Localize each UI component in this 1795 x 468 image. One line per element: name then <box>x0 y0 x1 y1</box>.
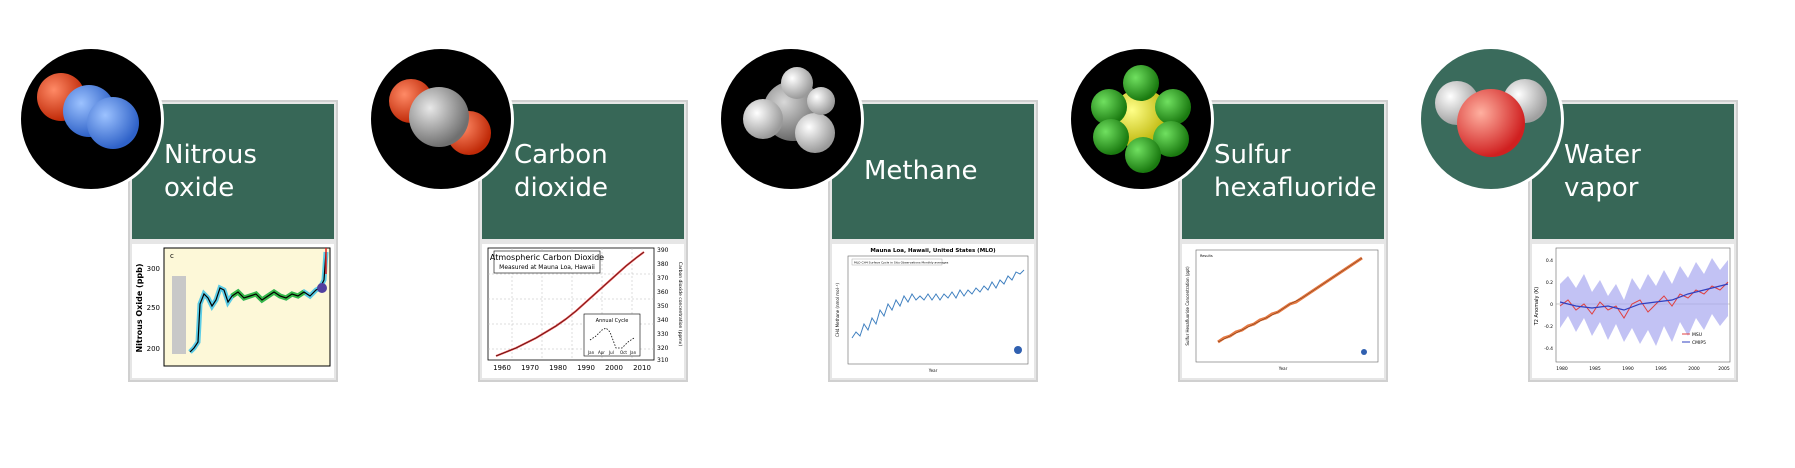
x-axis-label: Year <box>928 368 938 373</box>
x-tick: 1980 <box>1556 366 1568 372</box>
inset-title: Annual Cycle <box>596 318 629 324</box>
water-vapor-molecule-icon <box>1418 46 1564 192</box>
y-tick: 250 <box>147 304 160 312</box>
chart-legend: MLO CH4 Surface Cycle in Situ Observatio… <box>854 261 949 265</box>
card-label: Carbon dioxide <box>482 104 684 239</box>
y-tick: 200 <box>147 345 160 353</box>
card-label: Water vapor <box>1532 104 1734 239</box>
water-vapor-chart: MSU CMIP5 T2 Anomaly (K) 0.4 0.2 0 -0.2 … <box>1532 244 1734 378</box>
card-sulfur-hexafluoride: Sulfur hexafluoride Results Sulfur Hexaf… <box>1068 46 1388 386</box>
y-tick-right: 370 <box>657 275 669 282</box>
water-vapor-panel: Water vapor MSU CMIP5 T2 Anomaly (K) 0.4… <box>1528 100 1738 382</box>
card-label-text: Water vapor <box>1564 139 1641 203</box>
methane-panel: Methane Mauna Loa, Hawaii, United States… <box>828 100 1038 382</box>
card-label-text: Carbon dioxide <box>514 139 608 203</box>
x-tick: 1985 <box>1589 366 1601 372</box>
y-tick-right: 320 <box>657 345 669 352</box>
y-tick-right: 330 <box>657 331 669 338</box>
x-tick: 1960 <box>493 364 511 372</box>
legend-entry: CMIP5 <box>1692 340 1706 346</box>
card-methane: Methane Mauna Loa, Hawaii, United States… <box>718 46 1038 386</box>
y-tick-right: 380 <box>657 261 669 268</box>
methane-chart: Mauna Loa, Hawaii, United States (MLO) M… <box>832 244 1034 378</box>
x-tick: 1970 <box>521 364 539 372</box>
carbon-dioxide-chart: Atmospheric Carbon Dioxide Measured at M… <box>482 244 684 378</box>
card-label: Nitrous oxide <box>132 104 334 239</box>
card-label: Methane <box>832 104 1034 239</box>
y-tick-right: 390 <box>657 247 669 254</box>
card-label: Sulfur hexafluoride <box>1182 104 1384 239</box>
card-carbon-dioxide: Carbon dioxide Atmospheric Carbon Dioxid… <box>368 46 688 386</box>
inset-x-tick: Apr <box>598 350 605 355</box>
chart-subtitle: Measured at Mauna Loa, Hawaii <box>499 264 595 271</box>
inset-x-tick: Oct <box>620 350 627 355</box>
carbon-dioxide-molecule-icon <box>368 46 514 192</box>
y-tick-right: 360 <box>657 289 669 296</box>
card-label-text: Sulfur hexafluoride <box>1214 139 1377 203</box>
chart-title: Atmospheric Carbon Dioxide <box>490 253 604 262</box>
y-axis-label: Sulfur Hexafluoride Concentration (ppt) <box>1185 266 1190 346</box>
card-nitrous-oxide: Nitrous oxide c Nitrous Oxide (ppb) 300 … <box>18 46 338 386</box>
inset-x-tick: Jan <box>629 350 637 355</box>
inset-x-tick: Jul <box>608 350 614 355</box>
y-tick-right: 340 <box>657 317 669 324</box>
sulfur-hexafluoride-chart: Results Sulfur Hexafluoride Concentratio… <box>1182 244 1384 378</box>
y-tick: 300 <box>147 265 160 273</box>
y-tick-right: 350 <box>657 303 669 310</box>
chart-title: Mauna Loa, Hawaii, United States (MLO) <box>870 248 996 254</box>
inset-x-tick: Jan <box>587 350 595 355</box>
nitrous-oxide-panel: Nitrous oxide c Nitrous Oxide (ppb) 300 … <box>128 100 338 382</box>
x-tick: 1990 <box>577 364 595 372</box>
x-tick: 1990 <box>1622 366 1634 372</box>
y-tick-right: 310 <box>657 357 669 364</box>
y-axis-label-right: Carbon dioxide concentration (ppmv) <box>677 262 683 346</box>
y-tick: 0.4 <box>1546 258 1553 264</box>
panel-letter: c <box>170 252 174 260</box>
nitrous-oxide-molecule-icon <box>18 46 164 192</box>
x-tick: 2010 <box>633 364 651 372</box>
x-tick: 1995 <box>1655 366 1667 372</box>
sulfur-hexafluoride-molecule-icon <box>1068 46 1214 192</box>
x-tick: 1980 <box>549 364 567 372</box>
x-tick: 2005 <box>1718 366 1730 372</box>
y-axis-label: T2 Anomaly (K) <box>1534 287 1540 327</box>
chart-legend: Results <box>1200 254 1213 258</box>
sulfur-hexafluoride-panel: Sulfur hexafluoride Results Sulfur Hexaf… <box>1178 100 1388 382</box>
card-label-text: Nitrous oxide <box>164 139 257 203</box>
carbon-dioxide-panel: Carbon dioxide Atmospheric Carbon Dioxid… <box>478 100 688 382</box>
card-water-vapor: Water vapor MSU CMIP5 T2 Anomaly (K) 0.4… <box>1418 46 1738 386</box>
nitrous-oxide-chart: c Nitrous Oxide (ppb) 300 250 200 <box>132 244 334 378</box>
methane-molecule-icon <box>718 46 864 192</box>
x-tick: 2000 <box>1688 366 1700 372</box>
card-label-text: Methane <box>864 156 978 186</box>
legend-entry: MSU <box>1692 332 1702 338</box>
y-tick: 0 <box>1550 302 1553 308</box>
y-axis-label: Nitrous Oxide (ppb) <box>135 263 144 352</box>
y-tick: 0.2 <box>1546 280 1553 286</box>
y-tick: -0.2 <box>1544 324 1553 330</box>
y-axis-label: CH4 Methane (nmol mol⁻¹) <box>835 283 840 337</box>
y-tick: -0.4 <box>1544 346 1553 352</box>
x-tick: 2000 <box>605 364 623 372</box>
x-axis-label: Year <box>1278 366 1288 371</box>
